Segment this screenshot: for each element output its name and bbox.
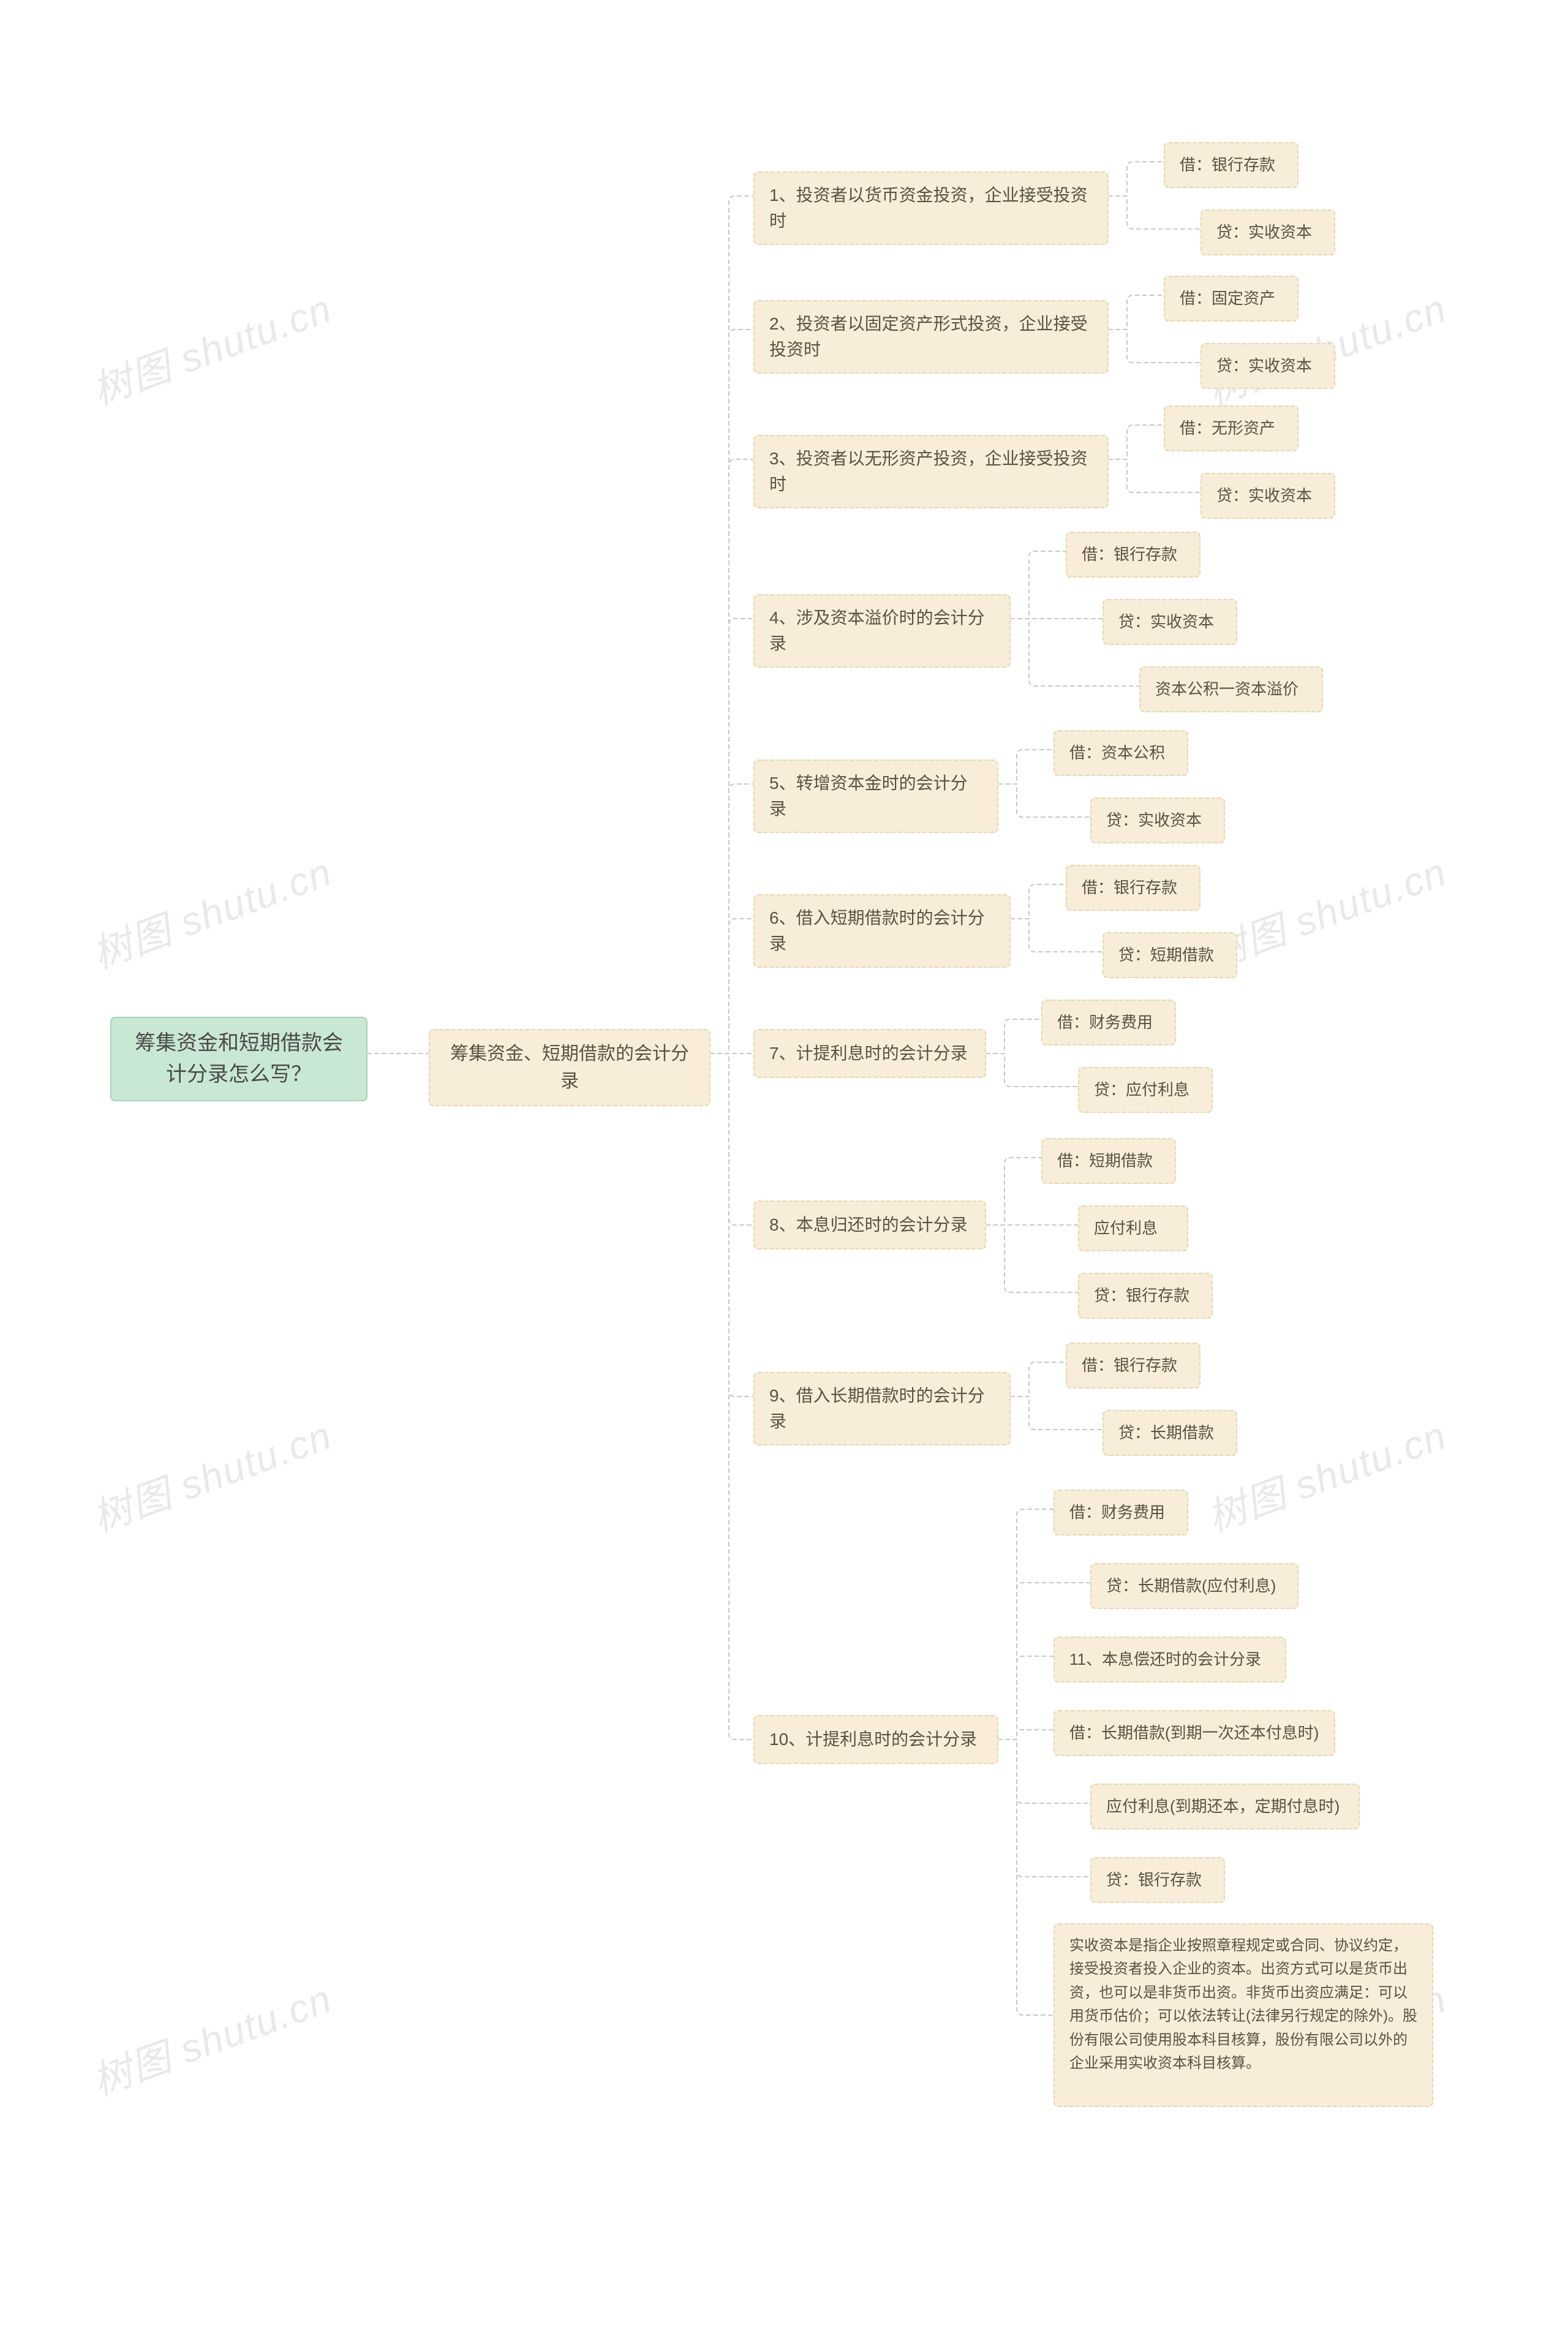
- leaf-node-4-2[interactable]: 资本公积一资本溢价: [1139, 666, 1323, 712]
- leaf-node-7-0[interactable]: 借：财务费用: [1041, 1000, 1176, 1046]
- branch-node-3[interactable]: 3、投资者以无形资产投资，企业接受投资时: [753, 435, 1109, 508]
- leaf-node-4-0[interactable]: 借：银行存款: [1066, 532, 1200, 578]
- mindmap-canvas: 树图 shutu.cn 树图 shutu.cn 树图 shutu.cn 树图 shut…: [0, 0, 1568, 2352]
- leaf-node-10-1[interactable]: 贷：长期借款(应付利息): [1090, 1563, 1298, 1609]
- watermark: 树图 shutu.cn: [84, 1968, 339, 2107]
- branch-node-2[interactable]: 2、投资者以固定资产形式投资，企业接受投资时: [753, 300, 1109, 374]
- leaf-node-2-1[interactable]: 贷：实收资本: [1200, 343, 1335, 389]
- leaf-node-10-2[interactable]: 11、本息偿还时的会计分录: [1054, 1637, 1286, 1683]
- branch-node-8[interactable]: 8、本息归还时的会计分录: [753, 1200, 986, 1250]
- branch-node-7[interactable]: 7、计提利息时的会计分录: [753, 1029, 986, 1078]
- root-node[interactable]: 筹集资金和短期借款会计分录怎么写？: [110, 1017, 368, 1101]
- leaf-node-3-0[interactable]: 借：无形资产: [1164, 405, 1298, 451]
- leaf-node-3-1[interactable]: 贷：实收资本: [1200, 473, 1335, 519]
- leaf-node-1-0[interactable]: 借：银行存款: [1164, 142, 1298, 188]
- branch-node-10[interactable]: 10、计提利息时的会计分录: [753, 1715, 998, 1764]
- branch-node-6[interactable]: 6、借入短期借款时的会计分录: [753, 894, 1011, 968]
- branch-node-5[interactable]: 5、转增资本金时的会计分录: [753, 760, 998, 833]
- leaf-node-5-0[interactable]: 借：资本公积: [1054, 730, 1188, 776]
- leaf-node-9-0[interactable]: 借：银行存款: [1066, 1343, 1200, 1389]
- branch-node-9[interactable]: 9、借入长期借款时的会计分录: [753, 1372, 1011, 1446]
- watermark: 树图 shutu.cn: [84, 277, 339, 417]
- leaf-node-6-0[interactable]: 借：银行存款: [1066, 865, 1200, 911]
- leaf-node-8-0[interactable]: 借：短期借款: [1041, 1138, 1176, 1184]
- leaf-node-10-6[interactable]: 实收资本是指企业按照章程规定或合同、协议约定，接受投资者投入企业的资本。出资方式…: [1054, 1923, 1433, 2107]
- leaf-node-6-1[interactable]: 贷：短期借款: [1102, 932, 1237, 978]
- watermark: 树图 shutu.cn: [84, 1404, 339, 1544]
- leaf-node-4-1[interactable]: 贷：实收资本: [1102, 599, 1237, 645]
- leaf-node-9-1[interactable]: 贷：长期借款: [1102, 1410, 1237, 1456]
- branch-node-4[interactable]: 4、涉及资本溢价时的会计分录: [753, 594, 1011, 668]
- leaf-node-10-3[interactable]: 借：长期借款(到期一次还本付息时): [1054, 1710, 1335, 1756]
- leaf-node-7-1[interactable]: 贷：应付利息: [1078, 1067, 1213, 1113]
- leaf-node-10-5[interactable]: 贷：银行存款: [1090, 1857, 1225, 1903]
- leaf-node-8-2[interactable]: 贷：银行存款: [1078, 1273, 1213, 1319]
- leaf-node-8-1[interactable]: 应付利息: [1078, 1205, 1188, 1251]
- leaf-node-10-0[interactable]: 借：财务费用: [1054, 1490, 1188, 1536]
- level1-node[interactable]: 筹集资金、短期借款的会计分录: [429, 1029, 710, 1106]
- leaf-node-5-1[interactable]: 贷：实收资本: [1090, 797, 1225, 843]
- leaf-node-10-4[interactable]: 应付利息(到期还本，定期付息时): [1090, 1784, 1360, 1830]
- leaf-node-1-1[interactable]: 贷：实收资本: [1200, 209, 1335, 255]
- branch-node-1[interactable]: 1、投资者以货币资金投资，企业接受投资时: [753, 172, 1109, 245]
- watermark: 树图 shutu.cn: [84, 841, 339, 980]
- leaf-node-2-0[interactable]: 借：固定资产: [1164, 276, 1298, 322]
